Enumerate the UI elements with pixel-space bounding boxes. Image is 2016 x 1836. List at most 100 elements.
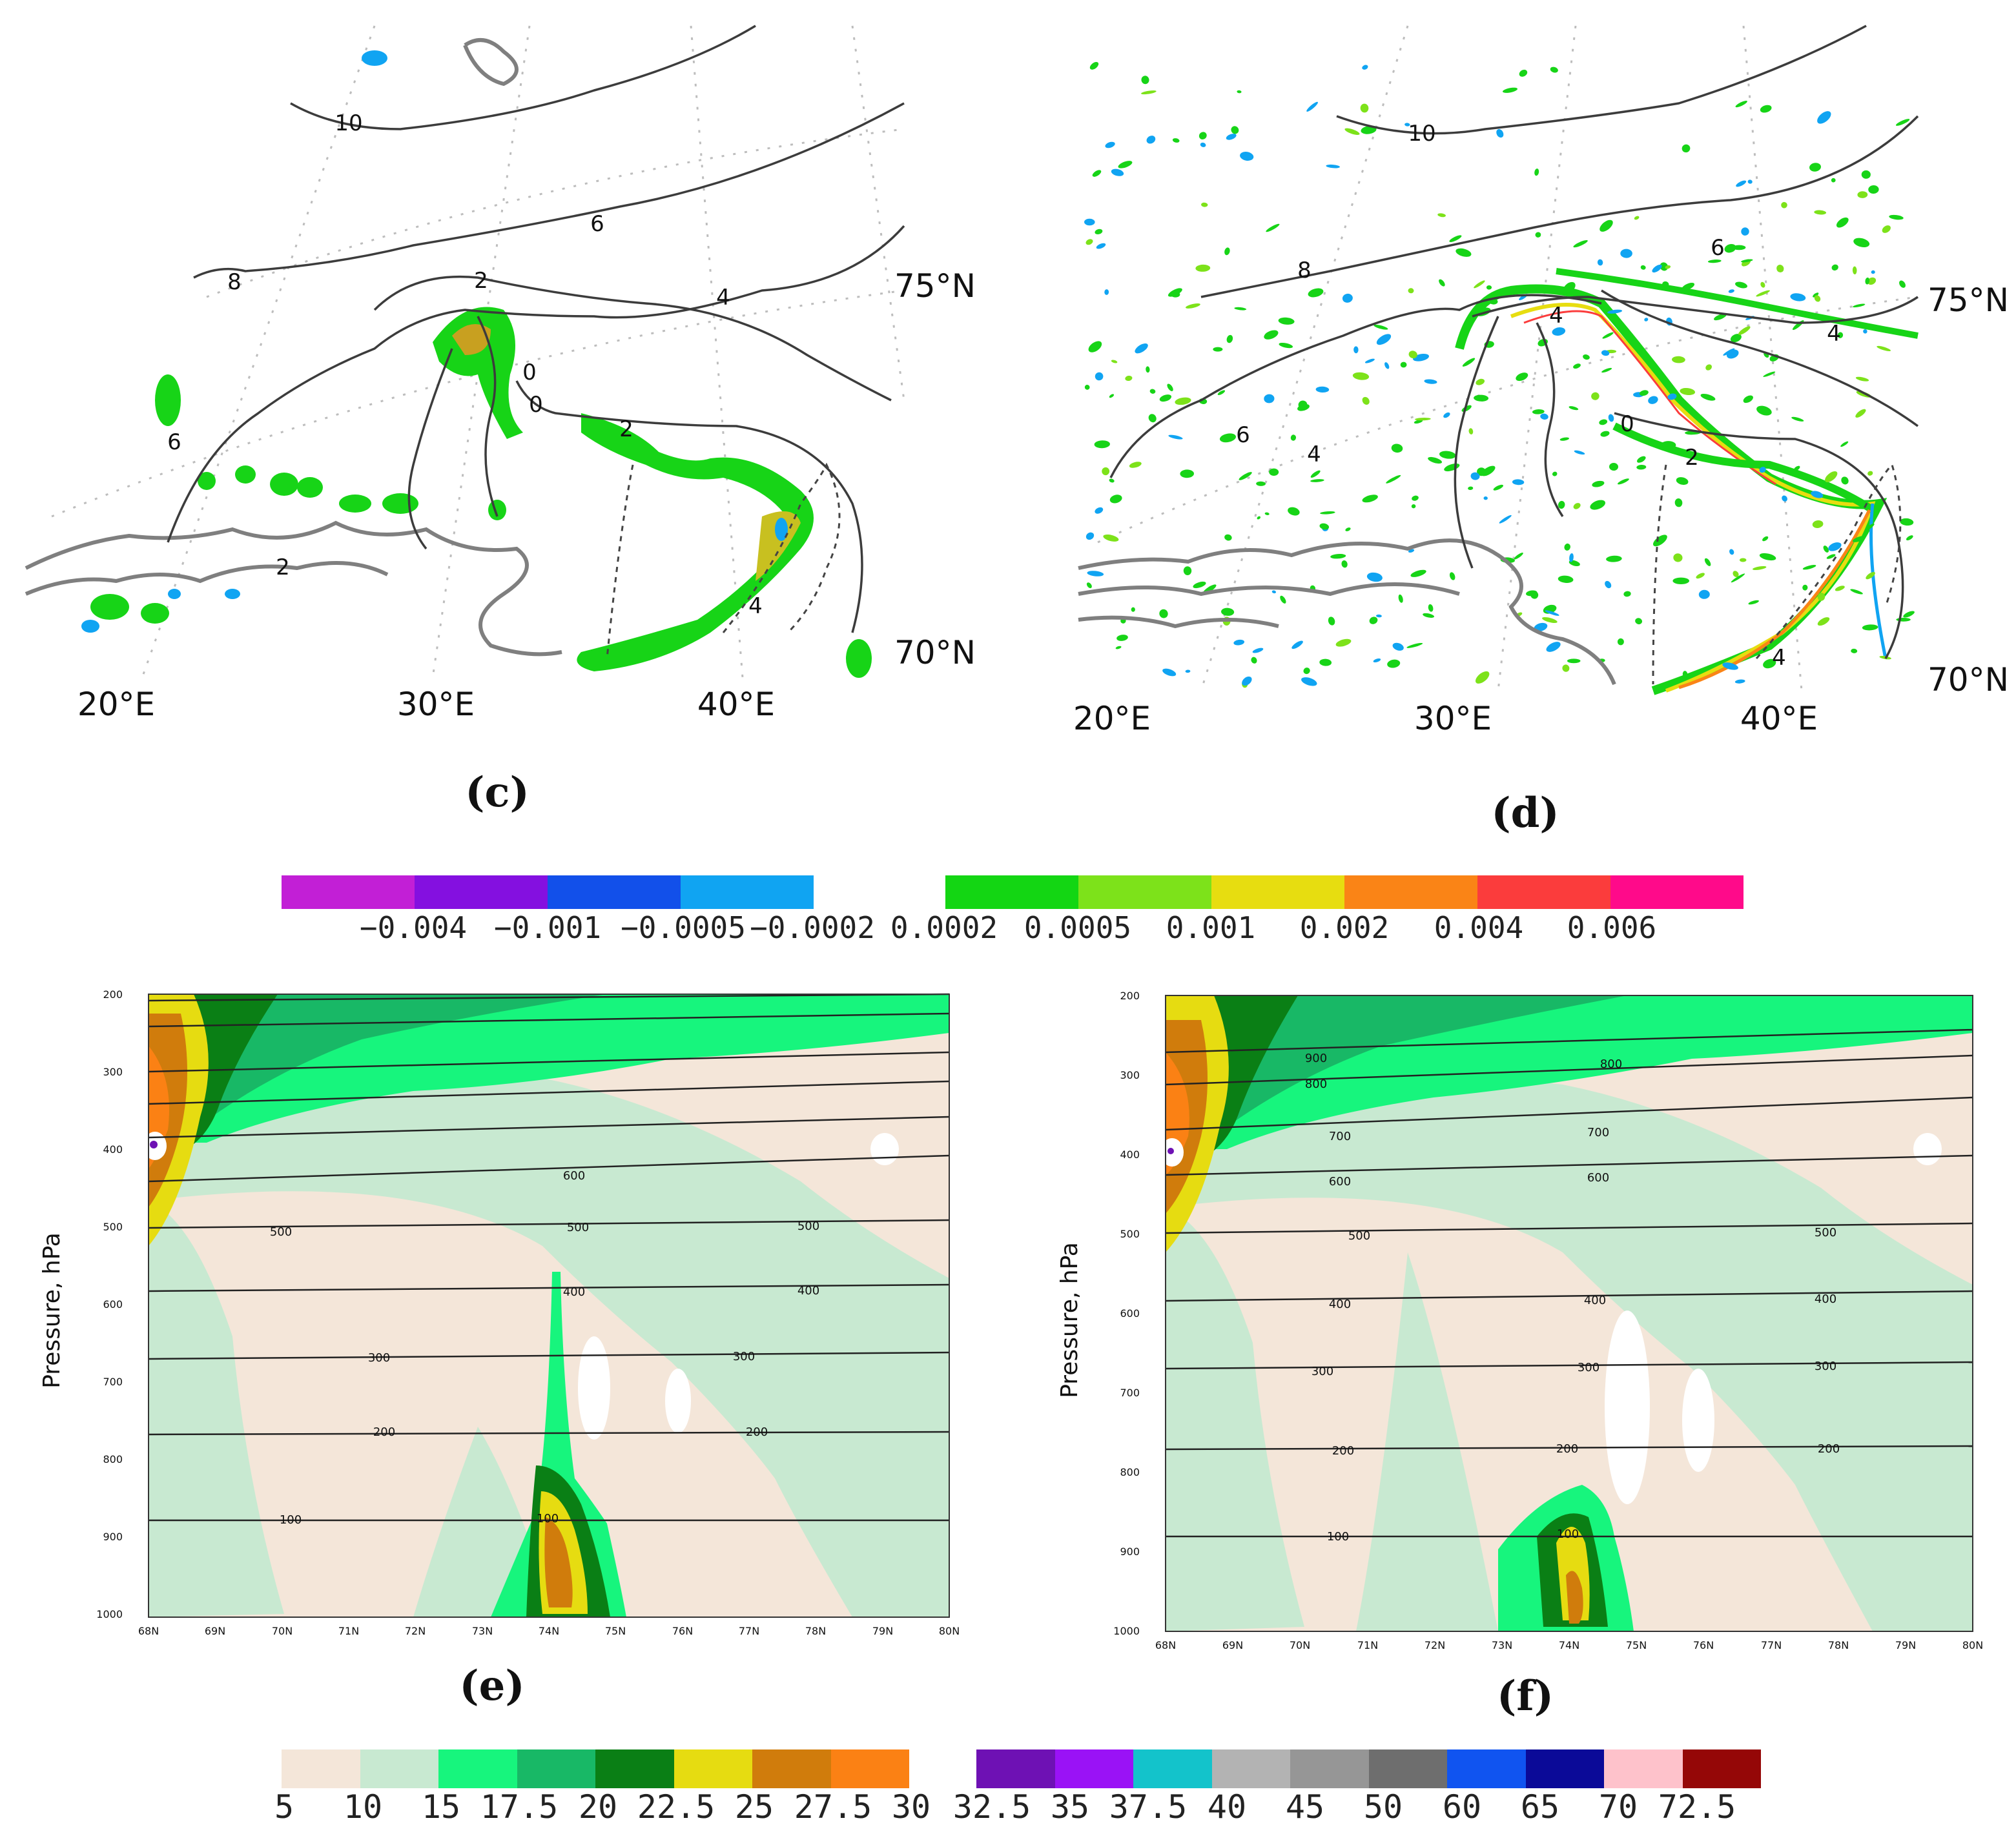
- forcing-speck: [1617, 638, 1624, 646]
- lat-tick: 70N: [272, 1625, 293, 1637]
- forcing-speck: [1809, 163, 1821, 172]
- forcing-speck: [1882, 225, 1891, 233]
- forcing-speck: [1665, 265, 1671, 269]
- forcing-speck: [1601, 367, 1612, 373]
- lat-tick: 77N: [739, 1625, 759, 1637]
- forcing-speck: [1089, 61, 1099, 70]
- forcing-speck: [1817, 617, 1830, 626]
- forcing-speck: [1889, 214, 1904, 220]
- pressure-tick: 300: [103, 1066, 123, 1078]
- contour-label: 300: [1578, 1361, 1599, 1374]
- lat-labels: 75°N 70°N: [1928, 281, 2009, 699]
- contour-label: 600: [1587, 1171, 1609, 1185]
- forcing-speck: [1443, 412, 1450, 418]
- forcing-speck: [1408, 288, 1414, 294]
- forcing-speck: [1636, 464, 1647, 470]
- contour-label: 500: [270, 1225, 292, 1239]
- forcing-speck: [1226, 134, 1237, 140]
- forcing-speck: [1590, 500, 1606, 510]
- forcing-speck: [1118, 161, 1133, 168]
- forcing-speck: [1535, 232, 1541, 238]
- forcing-speck: [1747, 179, 1753, 184]
- forcing-speck: [1493, 484, 1504, 491]
- lat-tick: 70N: [1290, 1639, 1310, 1651]
- contour-label: 6: [1236, 422, 1250, 448]
- forcing-speck: [1562, 664, 1570, 672]
- forcing-speck: [1837, 332, 1844, 338]
- forcing-speck: [1104, 289, 1109, 295]
- forcing-speck: [1384, 362, 1390, 369]
- panel-caption-f: (f): [1496, 1672, 1554, 1720]
- colorbar-bottom-label: 45: [1285, 1788, 1325, 1826]
- colorbar-bottom-label: 32.5: [952, 1788, 1031, 1826]
- forcing-speck: [1085, 239, 1093, 245]
- graticule: [1097, 25, 1918, 691]
- forcing-speck: [1449, 572, 1455, 580]
- forcing-speck: [1634, 216, 1640, 220]
- contour-label: 200: [373, 1425, 395, 1439]
- forcing-speck: [1149, 389, 1156, 394]
- forcing-speck: [1344, 128, 1360, 135]
- colorbar-swatch: [1133, 1749, 1212, 1788]
- forcing-speck: [1257, 516, 1261, 520]
- forcing-speck: [1545, 610, 1559, 616]
- forcing-speck: [1352, 372, 1370, 380]
- forcing-speck: [1534, 168, 1539, 176]
- forcing-speck: [1900, 518, 1914, 526]
- forcing-speck: [1823, 546, 1829, 553]
- colorbar-top-label: 0.002: [1299, 910, 1390, 945]
- forcing-speck: [1474, 280, 1485, 289]
- forcing-speck: [1129, 462, 1142, 468]
- forcing-speck: [1239, 472, 1252, 480]
- contour-label: 500: [567, 1221, 589, 1234]
- contour-label: 200: [1556, 1442, 1578, 1456]
- forcing-speck: [1291, 640, 1303, 649]
- forcing-speck: [1360, 103, 1369, 113]
- forcing-speck: [1185, 669, 1191, 673]
- forcing-speck: [1148, 414, 1157, 423]
- forcing-speck: [1428, 456, 1443, 464]
- forcing-speck: [1131, 607, 1135, 612]
- forcing-speck: [1364, 358, 1375, 363]
- forcing-speck: [1201, 202, 1208, 207]
- forcing-speck: [1404, 123, 1410, 127]
- forcing-speck: [1741, 259, 1753, 263]
- forcing-speck: [1221, 607, 1235, 616]
- forcing-speck: [1825, 471, 1838, 482]
- contour-labels: 10 8 6 6 4 4 0 2 4 4: [1236, 121, 1841, 671]
- forcing-speck: [1841, 476, 1849, 485]
- forcing-speck: [1320, 511, 1335, 515]
- forcing-speck: [1251, 657, 1257, 664]
- colorbar-swatch: [595, 1749, 674, 1788]
- forcing-speck: [1814, 210, 1827, 215]
- forcing-speck: [1652, 535, 1667, 547]
- forcing-speck: [1353, 346, 1359, 354]
- forcing-speck: [1826, 554, 1836, 559]
- section-panel-e: 600 500 500 500 400 400 300 300 200 200 …: [39, 988, 960, 1637]
- forcing-speck: [1306, 101, 1318, 112]
- lon-labels: 20°E 30°E 40°E: [1073, 700, 1818, 737]
- forcing-speck: [1782, 495, 1787, 502]
- forcing-speck: [1564, 543, 1570, 551]
- forcing-speck: [1326, 164, 1340, 168]
- colorbar-bottom-label: 17.5: [480, 1788, 559, 1826]
- forcing-speck: [1602, 332, 1614, 339]
- forcing-speck: [1574, 450, 1585, 455]
- colorbar-bottom-label: 10: [343, 1788, 383, 1826]
- forcing-speck: [1735, 281, 1747, 289]
- forcing-speck: [1546, 642, 1561, 652]
- pressure-tick: 1000: [96, 1608, 123, 1620]
- pressure-tick: 400: [1120, 1148, 1140, 1161]
- forcing-speck: [1439, 451, 1456, 459]
- forcing-speck: [1516, 372, 1528, 382]
- forcing-speck: [1271, 590, 1277, 594]
- forcing-speck: [1449, 235, 1462, 243]
- forcing-speck: [1852, 266, 1857, 274]
- contour-label: 400: [1329, 1298, 1351, 1311]
- forcing-speck: [1231, 126, 1239, 134]
- forcing-speck: [1674, 498, 1683, 507]
- contour-label: 0: [1620, 411, 1634, 437]
- forcing-patches: [81, 50, 872, 678]
- forcing-speck: [1474, 394, 1489, 402]
- graticule: [51, 25, 905, 678]
